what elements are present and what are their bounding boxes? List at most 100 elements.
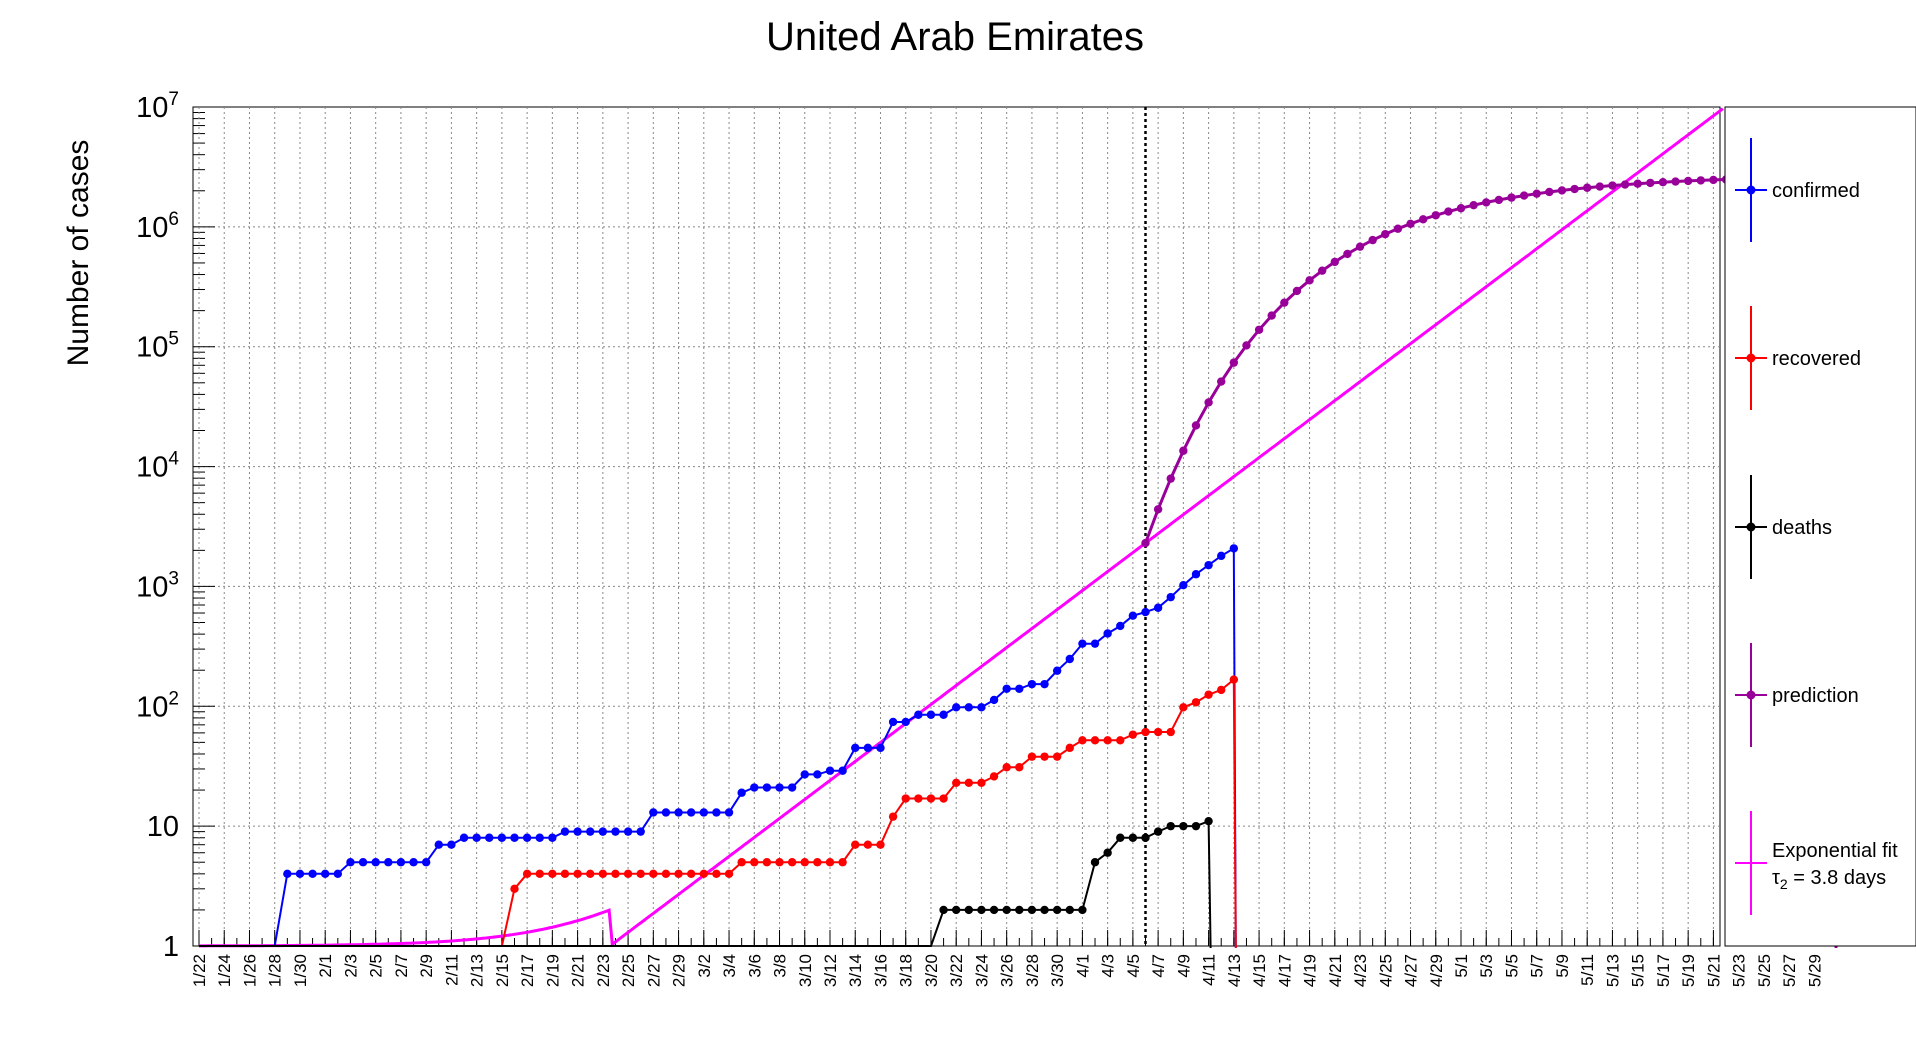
- data-point-confirmed: [346, 858, 355, 867]
- legend-label-confirmed: confirmed: [1772, 180, 1860, 202]
- series-line-confirmed: [199, 546, 1237, 949]
- data-point-recovered: [914, 794, 923, 803]
- data-point-prediction: [1646, 178, 1655, 188]
- data-point-recovered: [1179, 703, 1188, 712]
- data-point-confirmed: [1191, 570, 1201, 579]
- data-point-confirmed: [1217, 551, 1226, 561]
- x-tick-label: 4/7: [1149, 954, 1168, 978]
- data-point-confirmed: [750, 783, 759, 792]
- data-point-recovered: [1090, 736, 1100, 745]
- chart-title: United Arab Emirates: [766, 15, 1144, 59]
- x-tick-label: 5/15: [1629, 954, 1648, 987]
- data-point-confirmed: [1065, 654, 1074, 664]
- data-point-confirmed: [926, 710, 936, 719]
- x-tick-label: 5/19: [1679, 954, 1698, 987]
- data-point-deaths: [1153, 827, 1163, 836]
- data-point-deaths: [977, 905, 986, 915]
- data-point-confirmed: [485, 833, 494, 842]
- y-tick-label-base: 10: [136, 691, 168, 723]
- x-tick-label: 4/1: [1073, 954, 1092, 978]
- data-point-confirmed: [548, 833, 557, 842]
- data-point-confirmed: [384, 858, 393, 867]
- data-point-recovered: [901, 794, 910, 803]
- data-point-recovered: [977, 778, 986, 787]
- data-point-recovered: [1002, 763, 1011, 772]
- data-point-prediction: [1494, 195, 1504, 205]
- data-point-confirmed: [333, 869, 343, 879]
- data-point-confirmed: [497, 833, 507, 842]
- data-point-recovered: [876, 840, 885, 849]
- x-tick-label: 3/28: [1023, 954, 1042, 987]
- data-point-recovered: [762, 858, 772, 867]
- x-tick-label: 3/26: [998, 954, 1017, 987]
- x-tick-label: 5/23: [1730, 954, 1749, 987]
- data-point-prediction: [1456, 204, 1466, 213]
- data-point-recovered: [535, 869, 544, 879]
- data-point-recovered: [964, 778, 974, 787]
- data-point-confirmed: [1166, 592, 1175, 602]
- data-point-recovered: [926, 794, 936, 803]
- x-tick-label: 1/28: [266, 954, 285, 987]
- data-point-recovered: [1103, 736, 1112, 745]
- legend-label-Exponential fit: Exponential fit: [1772, 840, 1898, 862]
- data-point-deaths: [1179, 821, 1188, 831]
- data-point-recovered: [800, 858, 809, 867]
- data-point-confirmed: [421, 858, 431, 867]
- y-axis-label: Number of cases: [62, 140, 95, 367]
- data-point-confirmed: [1103, 629, 1112, 638]
- data-point-confirmed: [1027, 679, 1037, 689]
- data-point-prediction: [1683, 176, 1693, 186]
- data-point-deaths: [1052, 905, 1062, 915]
- tau-subscript: 2: [1780, 876, 1788, 892]
- data-point-prediction: [1507, 193, 1516, 202]
- x-tick-label: 3/14: [846, 954, 865, 987]
- data-point-confirmed: [623, 827, 633, 836]
- data-point-recovered: [586, 869, 595, 879]
- series-line-exponential-fit: [199, 107, 1724, 948]
- data-point-recovered: [787, 858, 797, 867]
- legend-marker-prediction: [1746, 690, 1756, 700]
- legend-label-fit-detail: τ2 = 3.8 days: [1772, 867, 1886, 892]
- x-tick-label: 1/26: [240, 954, 259, 987]
- data-point-confirmed: [308, 869, 317, 879]
- data-point-confirmed: [901, 717, 910, 727]
- data-point-recovered: [560, 869, 570, 879]
- data-point-prediction: [1242, 341, 1251, 350]
- x-tick-label: 2/29: [670, 954, 689, 987]
- y-tick-label: 102: [136, 688, 179, 723]
- data-point-confirmed: [1229, 544, 1239, 553]
- data-point-recovered: [522, 869, 532, 879]
- data-point-deaths: [1166, 821, 1175, 831]
- data-point-confirmed: [863, 743, 873, 753]
- y-tick-label-exponent: 6: [168, 209, 179, 230]
- data-point-deaths: [1191, 821, 1201, 831]
- data-point-recovered: [952, 778, 961, 787]
- y-tick-label: 104: [136, 449, 179, 484]
- data-point-confirmed: [371, 858, 380, 867]
- data-point-deaths: [1090, 858, 1100, 867]
- data-point-confirmed: [851, 743, 860, 753]
- data-point-prediction: [1381, 229, 1390, 239]
- x-tick-label: 2/27: [644, 954, 663, 987]
- x-tick-label: 5/7: [1528, 954, 1547, 978]
- data-point-recovered: [1229, 675, 1239, 684]
- x-tick-label: 2/21: [569, 954, 588, 987]
- data-point-confirmed: [636, 827, 645, 836]
- y-tick-label-exponent: 4: [168, 449, 179, 470]
- data-point-deaths: [952, 905, 961, 915]
- data-point-prediction: [1317, 266, 1327, 275]
- data-point-prediction: [1557, 186, 1567, 195]
- data-point-recovered: [636, 869, 645, 879]
- x-tick-label: 2/5: [367, 954, 386, 978]
- data-point-deaths: [939, 905, 948, 915]
- data-point-confirmed: [876, 743, 885, 753]
- data-point-recovered: [939, 794, 948, 803]
- data-point-prediction: [1709, 175, 1718, 185]
- data-point-confirmed: [825, 766, 835, 775]
- data-point-prediction: [1330, 257, 1340, 267]
- y-tick-label-base: 10: [136, 571, 168, 603]
- data-point-recovered: [699, 869, 708, 879]
- data-point-confirmed: [434, 840, 443, 849]
- data-point-recovered: [825, 858, 835, 867]
